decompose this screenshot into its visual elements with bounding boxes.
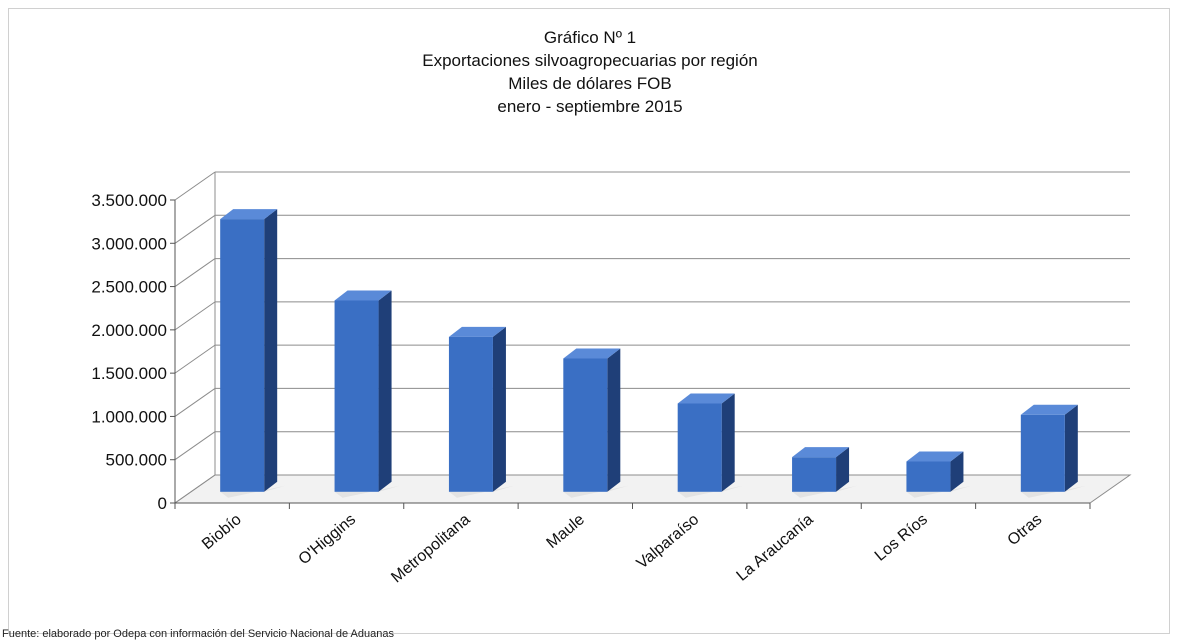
- gridline-side: [174, 344, 216, 374]
- bar-side: [1064, 404, 1078, 492]
- bar-side: [492, 326, 506, 492]
- bar-front: [334, 300, 379, 492]
- x-tick-label: Metropolitana: [388, 511, 473, 586]
- bar-top: [792, 447, 850, 458]
- bar-front: [563, 358, 608, 492]
- source-note: Fuente: elaborado por Odepa con informac…: [2, 628, 394, 640]
- chart-frame: [8, 8, 1170, 634]
- chart-title: Gráfico Nº 1 Exportaciones silvoagropecu…: [0, 26, 1180, 118]
- y-tick-label: 1.500.000: [91, 364, 167, 383]
- y-tick-label: 2.500.000: [91, 278, 167, 297]
- bar: [220, 209, 286, 498]
- gridline-side: [174, 388, 216, 417]
- x-tick-label: Maule: [544, 511, 588, 552]
- bar-top: [677, 393, 735, 404]
- bar-top: [448, 326, 506, 337]
- gridline-side: [174, 171, 216, 201]
- x-tick-label: La Araucanía: [733, 511, 816, 585]
- gridlines: [173, 171, 1132, 504]
- bar-side: [721, 393, 735, 492]
- bar-front: [1020, 414, 1065, 492]
- chart-title-line-4: enero - septiembre 2015: [497, 97, 683, 116]
- bar-front: [220, 219, 265, 492]
- bar: [1020, 404, 1086, 498]
- y-tick-labels: 0 500.000 1.000.000 1.500.000 2.000.000 2.500…: [91, 191, 167, 513]
- bar-side: [378, 290, 392, 492]
- bar-top: [220, 209, 278, 220]
- gridline-side: [174, 474, 216, 504]
- bar: [792, 447, 858, 498]
- y-tick-label: 500.000: [106, 451, 167, 470]
- bar-front: [677, 403, 722, 492]
- bar-top: [906, 451, 964, 462]
- floor: [173, 474, 1132, 504]
- bar-side: [950, 451, 964, 492]
- bar-top: [334, 290, 392, 301]
- gridline-side: [174, 431, 216, 461]
- bar: [677, 393, 743, 498]
- bar: [563, 348, 629, 498]
- bar: [448, 326, 514, 498]
- gridline-side: [174, 301, 216, 331]
- y-tick-label: 3.500.000: [91, 191, 167, 210]
- bar-top: [1020, 404, 1078, 415]
- bar-top: [563, 348, 621, 359]
- bar-front: [448, 336, 493, 492]
- bar-side: [607, 348, 621, 492]
- gridline-side: [174, 214, 216, 244]
- bar-front: [906, 461, 951, 492]
- y-tick-label: 3.000.000: [91, 234, 167, 253]
- chart-title-line-2: Exportaciones silvoagropecuarias por reg…: [422, 51, 758, 70]
- x-tick-label: Valparaíso: [634, 511, 703, 572]
- x-tick-label: Otras: [1004, 511, 1045, 549]
- bar-side: [836, 447, 850, 492]
- x-tick-label: Biobío: [199, 511, 245, 553]
- chart-title-line-3: Miles de dólares FOB: [508, 74, 672, 93]
- bar: [906, 451, 972, 498]
- bar-front: [792, 457, 837, 492]
- bar: [334, 290, 400, 498]
- y-tick-label: 0: [158, 494, 167, 513]
- x-tick-labels: Biobío O'Higgins Metropolitana Maule Valpara…: [199, 511, 1045, 586]
- y-tick-label: 1.000.000: [91, 407, 167, 426]
- bar-side: [264, 209, 278, 492]
- bars: [220, 209, 1086, 498]
- y-tick-label: 2.000.000: [91, 321, 167, 340]
- x-tick-label: O'Higgins: [295, 511, 359, 568]
- chart-title-line-1: Gráfico Nº 1: [543, 28, 637, 47]
- axes: [170, 199, 1091, 509]
- x-tick-label: Los Ríos: [872, 511, 931, 565]
- gridline-side: [174, 258, 216, 287]
